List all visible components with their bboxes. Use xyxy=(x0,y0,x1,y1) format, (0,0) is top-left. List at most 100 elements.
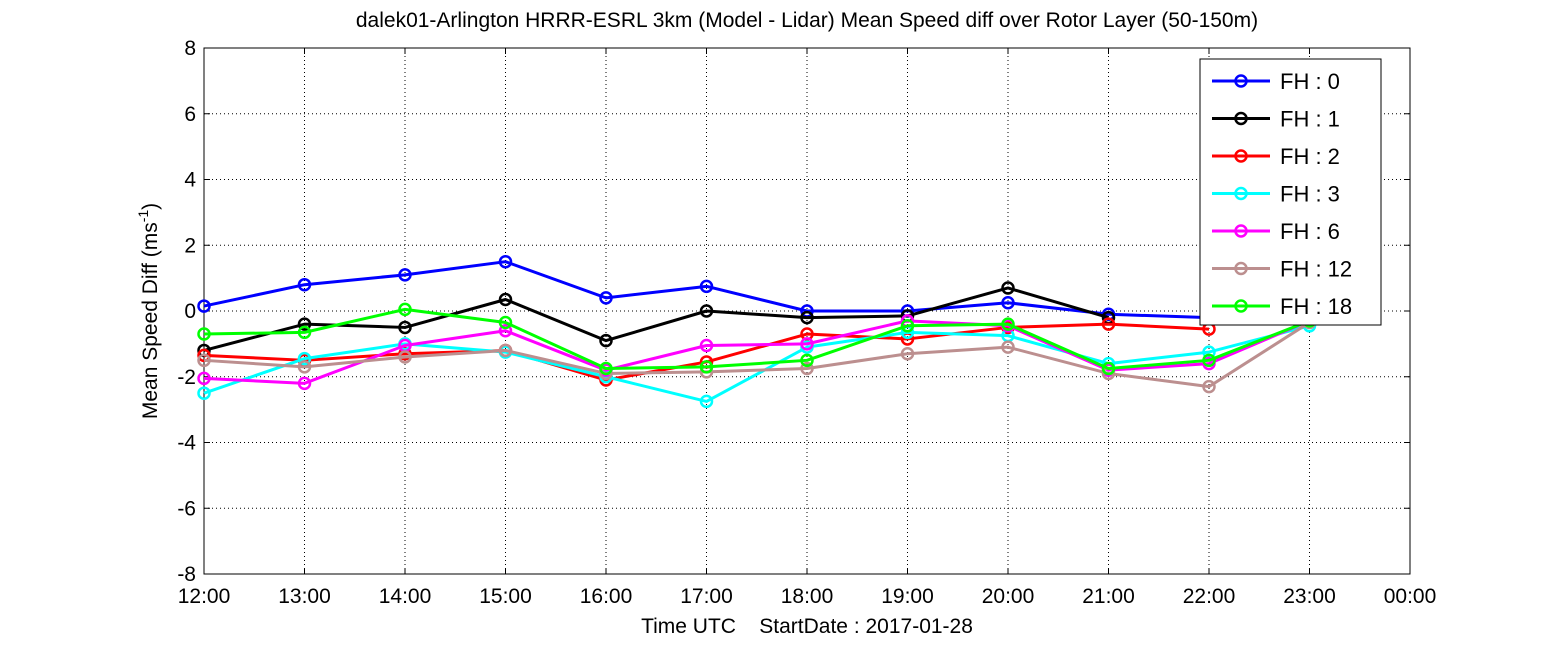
data-point xyxy=(699,394,714,409)
legend-entry: FH : 3 xyxy=(1212,182,1340,207)
series-5 xyxy=(197,315,1317,394)
data-point xyxy=(900,319,915,333)
data-point xyxy=(297,277,312,292)
data-point xyxy=(1001,317,1015,331)
x-tick-label: 19:00 xyxy=(881,585,934,608)
y-tick-label: -6 xyxy=(177,497,196,520)
data-point xyxy=(498,315,513,330)
chart-title: dalek01-Arlington HRRR-ESRL 3km (Model -… xyxy=(356,9,1258,32)
data-point xyxy=(498,343,513,358)
legend-swatch-marker xyxy=(1234,224,1248,238)
x-tick-label: 18:00 xyxy=(781,585,834,608)
x-tick-label: 22:00 xyxy=(1183,585,1236,608)
series-6 xyxy=(197,302,1317,376)
data-point xyxy=(398,302,412,317)
data-point xyxy=(197,386,211,400)
x-tick-label: 16:00 xyxy=(580,585,633,608)
data-point xyxy=(800,361,814,376)
legend-entry: FH : 1 xyxy=(1212,107,1340,132)
data-point xyxy=(800,353,814,368)
data-point xyxy=(197,353,211,368)
data-point xyxy=(699,338,714,353)
data-point xyxy=(297,317,312,331)
y-axis-label: Mean Speed Diff (ms-1) xyxy=(135,203,162,419)
y-axis: -8 -6 -4 -2 0 2 4 6 8 xyxy=(177,37,1410,586)
y-axis-label-main: Mean Speed Diff (ms xyxy=(139,222,162,419)
x-tick-label: 23:00 xyxy=(1283,585,1336,608)
legend-swatch-marker xyxy=(1234,111,1248,126)
x-tick-label: 12:00 xyxy=(178,585,231,608)
series-line xyxy=(203,319,1311,385)
data-point xyxy=(1101,361,1116,376)
data-point xyxy=(398,268,412,282)
y-tick-label: 2 xyxy=(184,234,196,257)
legend-label: FH : 0 xyxy=(1280,69,1340,94)
data-point xyxy=(900,346,915,361)
x-tick-label: 14:00 xyxy=(379,585,432,608)
y-axis-label-sup: -1 xyxy=(135,210,151,223)
data-point xyxy=(699,360,714,374)
y-axis-label-end: ) xyxy=(139,203,162,210)
x-tick-label: 13:00 xyxy=(278,585,331,608)
legend-entry: FH : 0 xyxy=(1212,69,1340,94)
x-tick-label: 00:00 xyxy=(1384,585,1437,608)
x-tick-label: 21:00 xyxy=(1082,585,1135,608)
data-point xyxy=(599,361,613,376)
legend-label: FH : 3 xyxy=(1280,182,1340,207)
data-point xyxy=(1101,317,1116,331)
legend-swatch-marker xyxy=(1234,261,1248,276)
data-point xyxy=(398,320,412,335)
data-point xyxy=(599,291,613,305)
data-point xyxy=(197,371,211,386)
x-axis: 12:00 13:00 14:00 15:00 16:00 17:00 18:00 19:00… xyxy=(178,48,1437,608)
legend: FH : 0 FH : 1 FH : 2 FH : 3 FH : 6 FH : 12 FH … xyxy=(1199,58,1382,326)
y-tick-label: -8 xyxy=(177,563,196,586)
data-point xyxy=(498,254,513,269)
data-point xyxy=(1001,340,1015,354)
series-0 xyxy=(197,254,1216,325)
legend-swatch-marker xyxy=(1234,74,1248,88)
series-line xyxy=(203,321,1311,389)
legend-entry: FH : 12 xyxy=(1212,257,1352,282)
series-line xyxy=(203,324,1310,403)
data-point xyxy=(398,350,412,364)
y-tick-label: 6 xyxy=(184,103,196,126)
y-tick-label: 4 xyxy=(184,169,196,192)
series-line xyxy=(203,260,1210,320)
y-tick-label: -2 xyxy=(177,366,196,389)
legend-entry: FH : 18 xyxy=(1212,294,1352,319)
series-line xyxy=(203,286,1109,352)
data-point xyxy=(1202,353,1216,368)
legend-label: FH : 1 xyxy=(1280,107,1340,132)
data-point xyxy=(498,323,513,338)
x-axis-label: Time UTC StartDate : 2017-01-28 xyxy=(641,615,973,638)
legend-box xyxy=(1199,58,1382,326)
series-line xyxy=(203,307,1311,371)
y-tick-label: -4 xyxy=(177,432,196,455)
legend-label: FH : 12 xyxy=(1280,257,1352,282)
data-point xyxy=(1202,379,1216,394)
data-point xyxy=(699,279,714,294)
data-point xyxy=(800,310,814,325)
data-point xyxy=(699,304,714,318)
legend-entry: FH : 6 xyxy=(1212,219,1340,244)
data-point xyxy=(297,376,312,391)
series xyxy=(197,254,1317,409)
data-point xyxy=(1001,281,1015,295)
legend-swatch-marker xyxy=(1234,299,1248,313)
legend-label: FH : 6 xyxy=(1280,219,1340,244)
data-point xyxy=(197,299,211,313)
data-point xyxy=(297,360,312,374)
x-tick-label: 15:00 xyxy=(479,585,532,608)
legend-swatch-marker xyxy=(1234,149,1248,163)
legend-swatch-marker xyxy=(1234,186,1248,201)
data-point xyxy=(297,351,312,366)
data-point xyxy=(297,325,312,340)
data-point xyxy=(498,292,513,307)
data-point xyxy=(599,333,613,348)
x-tick-label: 20:00 xyxy=(982,585,1035,608)
x-tick-label: 17:00 xyxy=(680,585,733,608)
legend-label: FH : 2 xyxy=(1280,144,1340,169)
data-point xyxy=(197,327,211,341)
